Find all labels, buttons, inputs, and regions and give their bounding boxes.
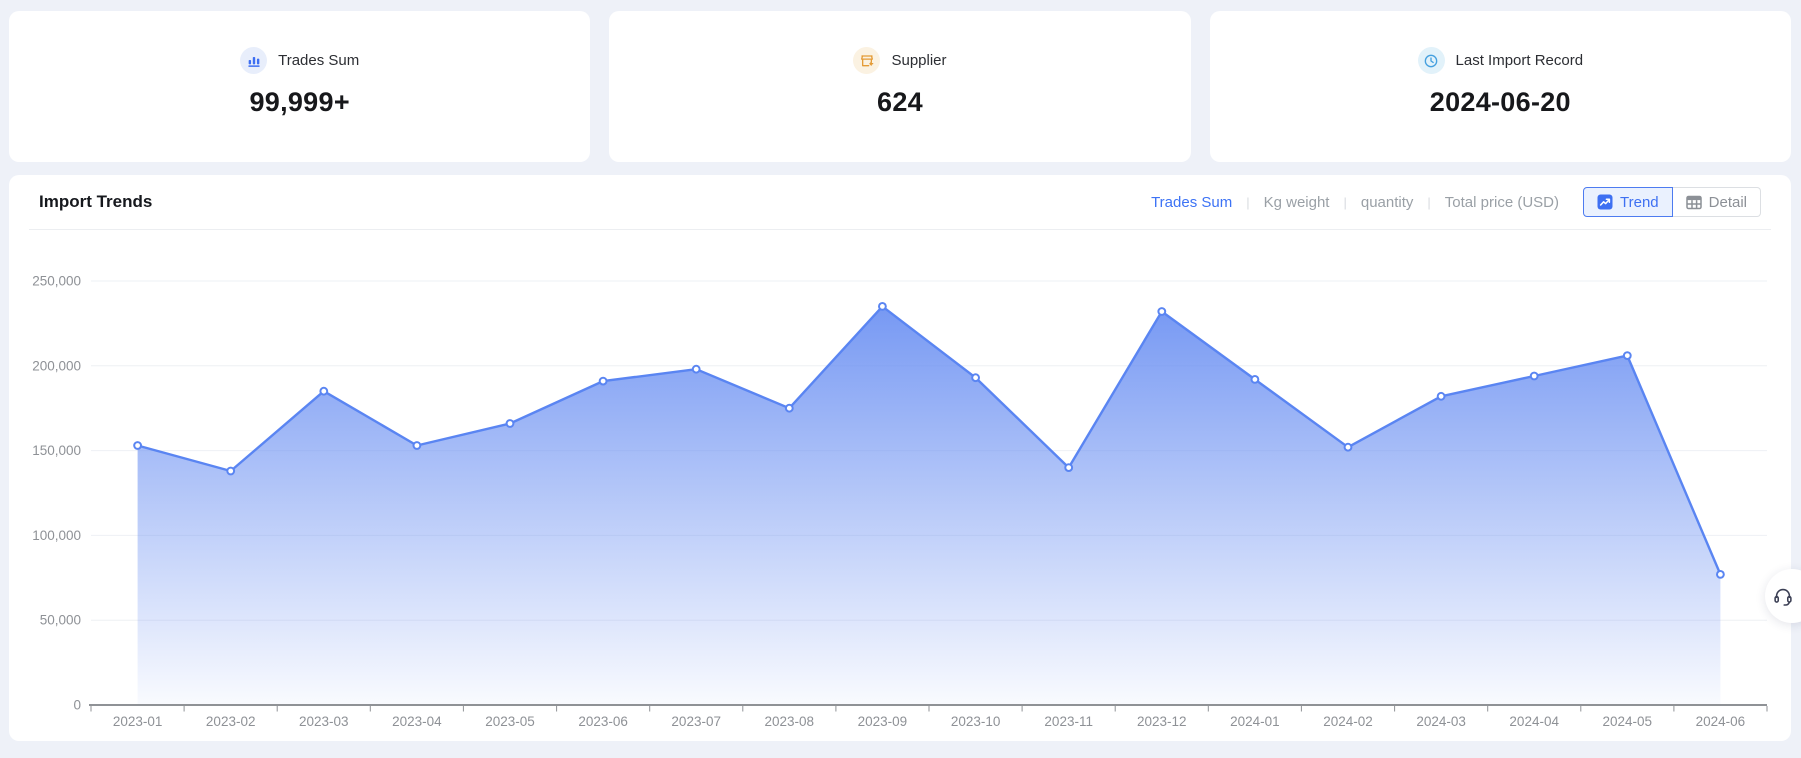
data-point: [1529, 371, 1539, 381]
data-point: [1622, 351, 1632, 360]
detail-button-label: Detail: [1708, 193, 1747, 211]
svg-text:2023-02: 2023-02: [206, 714, 256, 729]
support-fab-button[interactable]: [1765, 569, 1801, 623]
svg-text:2023-12: 2023-12: [1137, 714, 1187, 729]
svg-text:2023-03: 2023-03: [299, 714, 349, 729]
svg-text:2024-05: 2024-05: [1603, 714, 1653, 729]
data-point: [1716, 570, 1725, 579]
clock-icon: [1417, 47, 1445, 74]
tab-separator: |: [1343, 194, 1347, 210]
storefront-icon: [853, 47, 881, 74]
data-point: [505, 419, 515, 428]
card-value: 99,999+: [249, 87, 350, 117]
card-label: Trades Sum: [278, 52, 360, 69]
trend-chart-icon: [1597, 194, 1613, 210]
svg-text:250,000: 250,000: [32, 274, 81, 289]
svg-text:2023-10: 2023-10: [951, 714, 1001, 729]
x-axis-labels: 2023-01 2023-02 2023-03 2023-04 2023-05 2023-…: [113, 714, 1745, 729]
import-trends-chart: 0 50,000 100,000 150,000 200,000 250,000 2023-…: [32, 274, 1768, 729]
trend-view-button[interactable]: Trend: [1583, 187, 1673, 217]
data-point: [1157, 307, 1167, 316]
metric-tab-total-price-usd-[interactable]: Total price (USD): [1444, 193, 1559, 211]
svg-text:2023-08: 2023-08: [765, 714, 815, 729]
data-point: [1064, 463, 1074, 473]
data-point: [412, 441, 422, 450]
data-point: [784, 403, 794, 413]
data-point: [598, 376, 608, 386]
chart-controls: Trades Sum | Kg weight | quantity | Total pric…: [1151, 187, 1761, 217]
data-point: [1436, 391, 1446, 401]
card-label: Last Import Record: [1455, 52, 1584, 69]
y-axis-labels: 0 50,000 100,000 150,000 200,000 250,000: [32, 274, 81, 713]
svg-text:2024-01: 2024-01: [1230, 714, 1280, 729]
bar-chart-icon: [240, 47, 268, 74]
svg-text:2023-01: 2023-01: [113, 714, 163, 729]
card-value: 2024-06-20: [1429, 87, 1571, 117]
panel-header: Import Trends Trades Sum | Kg weight | quant…: [29, 175, 1771, 230]
metric-tabs: Trades Sum | Kg weight | quantity | Total pric…: [1151, 194, 1559, 211]
card-value: 624: [877, 87, 923, 117]
svg-text:2023-05: 2023-05: [485, 714, 535, 729]
detail-view-button[interactable]: Detail: [1672, 187, 1761, 217]
data-points: [133, 302, 1725, 579]
trend-button-label: Trend: [1620, 193, 1659, 211]
stat-card-trades-sum: Trades Sum 99,999+: [9, 11, 591, 162]
table-icon: [1685, 195, 1702, 210]
data-point: [1343, 442, 1353, 452]
stat-cards-row: Trades Sum 99,999+ Supplier 624: [9, 11, 1791, 162]
data-point: [1250, 375, 1260, 384]
card-label: Supplier: [891, 52, 947, 69]
stat-card-supplier: Supplier 624: [609, 11, 1191, 162]
data-point: [319, 386, 329, 396]
svg-text:2024-04: 2024-04: [1509, 714, 1559, 729]
svg-text:100,000: 100,000: [32, 528, 81, 543]
svg-text:50,000: 50,000: [40, 613, 81, 628]
svg-text:2024-03: 2024-03: [1416, 714, 1466, 729]
data-point: [226, 466, 236, 476]
svg-text:2023-06: 2023-06: [578, 714, 628, 729]
import-trends-panel: Import Trends Trades Sum | Kg weight | quant…: [9, 175, 1791, 741]
svg-text:2023-09: 2023-09: [858, 714, 908, 729]
view-toggle: Trend Detail: [1583, 187, 1761, 217]
svg-text:2023-04: 2023-04: [392, 714, 442, 729]
svg-text:150,000: 150,000: [32, 443, 81, 458]
svg-text:2023-11: 2023-11: [1044, 714, 1093, 729]
panel-title: Import Trends: [39, 192, 153, 211]
stat-card-last-import-record: Last Import Record 2024-06-20: [1209, 11, 1791, 162]
data-point: [878, 302, 887, 311]
data-point: [691, 364, 701, 374]
svg-text:2024-02: 2024-02: [1323, 714, 1373, 729]
tab-separator: |: [1427, 194, 1431, 210]
area-fill: [137, 306, 1721, 705]
data-point: [133, 441, 143, 450]
tab-separator: |: [1246, 194, 1250, 210]
svg-text:2023-07: 2023-07: [671, 714, 721, 729]
card-head: Supplier: [853, 47, 947, 74]
metric-tab-kg-weight[interactable]: Kg weight: [1263, 193, 1330, 211]
x-axis-ticks: [90, 706, 1768, 712]
svg-text:200,000: 200,000: [32, 358, 81, 373]
data-point: [971, 373, 980, 383]
trend-line: [136, 305, 1722, 576]
card-head: Trades Sum: [240, 47, 359, 74]
card-head: Last Import Record: [1417, 47, 1584, 74]
metric-tab-trades-sum[interactable]: Trades Sum: [1151, 193, 1233, 211]
metric-tab-quantity[interactable]: quantity: [1360, 193, 1414, 211]
svg-text:0: 0: [73, 698, 81, 713]
svg-text:2024-06: 2024-06: [1696, 714, 1746, 729]
